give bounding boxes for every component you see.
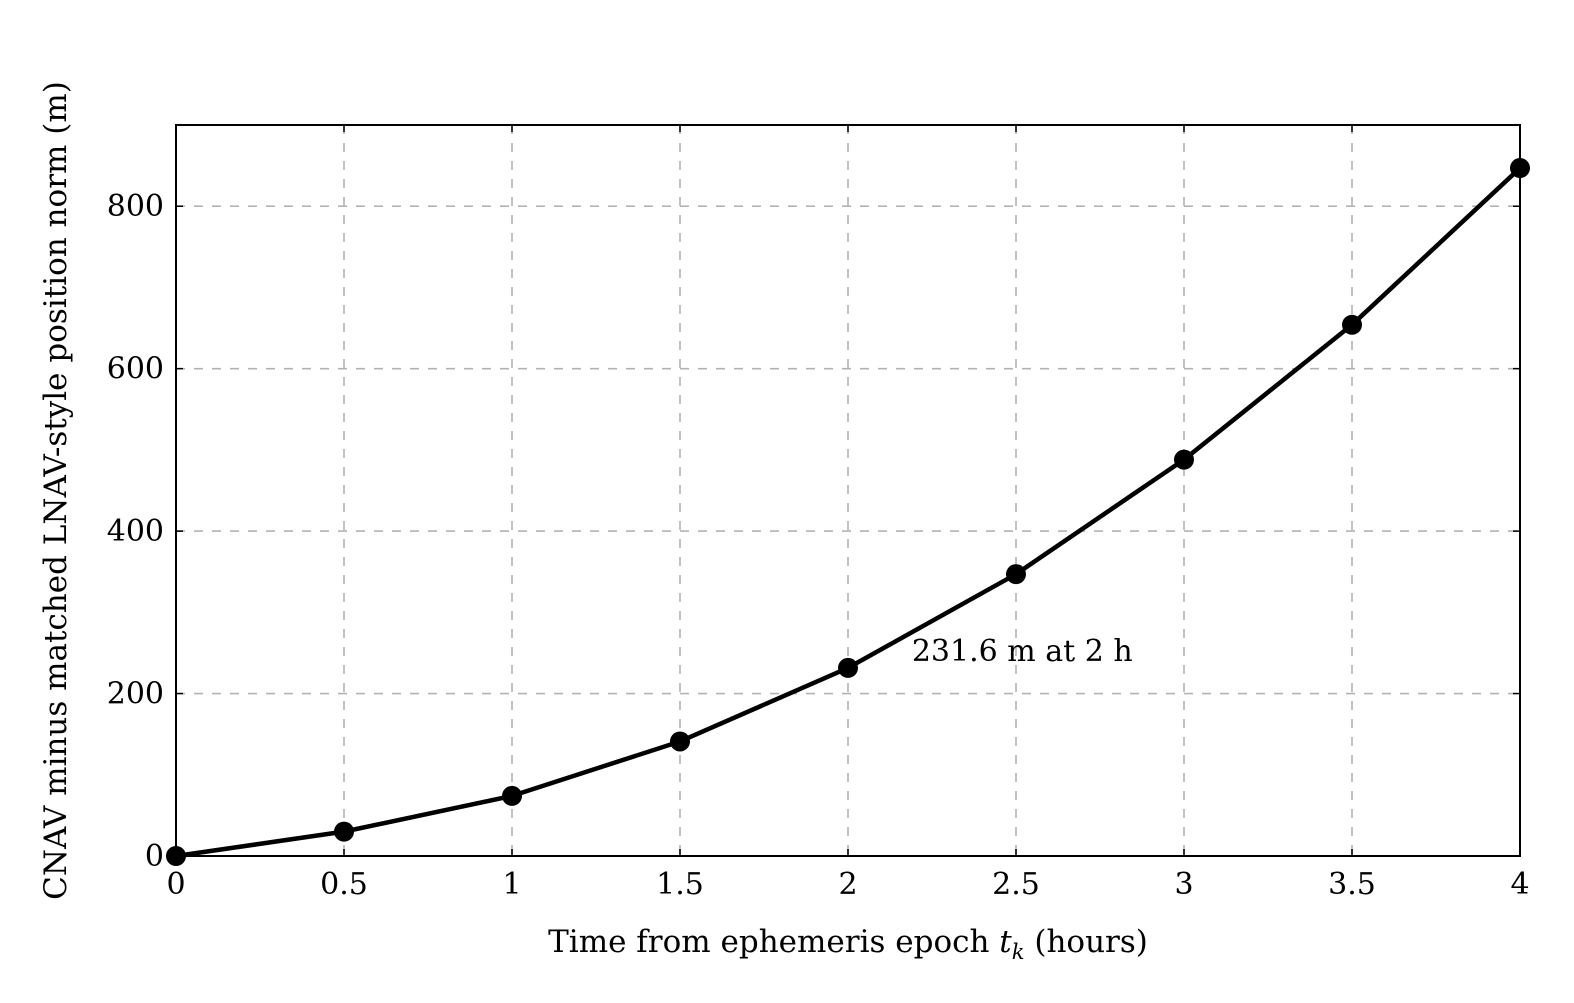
- x-tick-label: 3: [1174, 867, 1193, 902]
- x-tick-label: 0.5: [320, 867, 368, 902]
- x-axis-title: Time from ephemeris epoch tk (hours): [548, 924, 1148, 964]
- y-axis-title: CNAV minus matched LNAV-style position n…: [38, 81, 74, 900]
- data-point: [1510, 158, 1530, 179]
- x-axis-title-unit: (hours): [1025, 924, 1148, 960]
- x-axis-title-main: Time from ephemeris epoch: [548, 924, 999, 960]
- x-axis-title-variable: t: [999, 924, 1012, 960]
- plot-frame: [175, 124, 1521, 857]
- x-tick-label: 1.5: [656, 867, 704, 902]
- x-tick-label: 0: [166, 867, 185, 902]
- y-tick-label: 400: [107, 514, 164, 549]
- data-point: [1342, 314, 1362, 335]
- data-point: [1006, 564, 1026, 585]
- grid: [176, 125, 1520, 856]
- data-point: [1174, 449, 1194, 470]
- y-tick-label: 800: [107, 189, 164, 224]
- x-tick-label: 2: [838, 867, 857, 902]
- x-tick-label: 3.5: [1328, 867, 1376, 902]
- data-point: [166, 846, 186, 866]
- data-point: [838, 657, 858, 678]
- annotation-label: 231.6 m at 2 h: [912, 634, 1133, 669]
- y-tick-label: 200: [107, 677, 164, 712]
- tick-labels: 0 0.5 1 1.5 2 2.5 3 3.5 4 0 200 400 600 800: [107, 189, 1530, 902]
- x-tick-label: 1: [502, 867, 521, 902]
- series: [166, 158, 1530, 866]
- y-tick-label: 0: [145, 839, 164, 874]
- data-point: [334, 821, 354, 842]
- data-point: [670, 731, 690, 752]
- x-tick-label: 4: [1510, 867, 1529, 902]
- y-tick-label: 600: [107, 352, 164, 387]
- data-point: [502, 785, 522, 806]
- x-tick-label: 2.5: [992, 867, 1040, 902]
- x-axis-title-subscript: k: [1012, 940, 1025, 964]
